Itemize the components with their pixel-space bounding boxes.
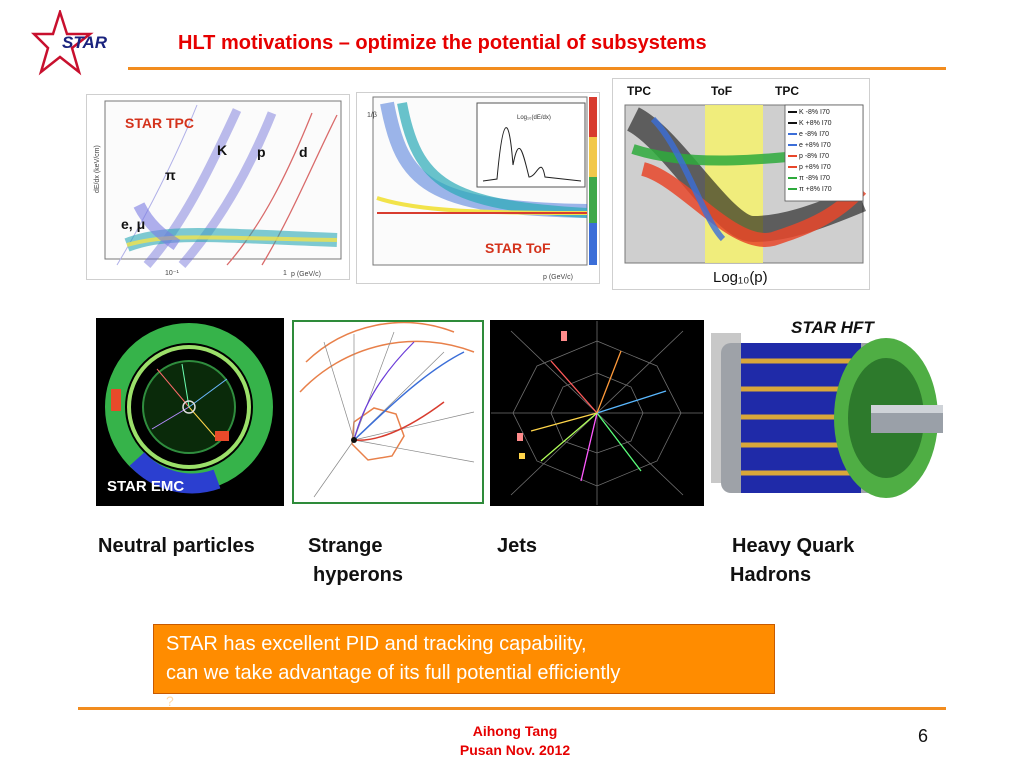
tof-ylabel: 1/β — [367, 112, 377, 119]
legend-item: π -8% I70 — [799, 175, 830, 182]
caption-strange-line2: hyperons — [313, 564, 404, 586]
region-tof: ToF — [711, 84, 732, 98]
hft-detector-render: STAR HFT — [710, 312, 944, 510]
callout-line-3: ? — [166, 693, 174, 709]
tpc-label-p: p — [257, 144, 266, 160]
legend-item: p -8% I70 — [799, 153, 829, 160]
caption-heavy-line2: Hadrons — [730, 564, 812, 586]
caption-jets: Jets — [497, 535, 538, 557]
tpc-dedx-plot: STAR TPC K p d π e, μ dE/dx (keV/cm) p (… — [86, 94, 350, 280]
callout-line-1: STAR has excellent PID and tracking capa… — [166, 633, 587, 655]
tpc-label-d: d — [299, 144, 308, 160]
footer-event: Pusan Nov. 2012 — [459, 742, 571, 758]
tpc-ylabel: dE/dx (keV/cm) — [94, 145, 101, 193]
footer: Aihong Tang Pusan Nov. 2012 — [420, 722, 610, 760]
tof-beta-plot: Log₁₀(dE/dx) STAR ToF 1/β p (GeV/c) — [356, 92, 600, 284]
tpc-label-pi: π — [165, 167, 176, 183]
legend-item: e +8% I70 — [799, 142, 831, 149]
callout-box: STAR has excellent PID and tracking capa… — [153, 624, 775, 694]
caption-heavy-line1: Heavy Quark — [732, 535, 855, 557]
legend-item: π +8% I70 — [799, 186, 832, 193]
tpc-xlabel: p (GeV/c) — [291, 271, 321, 278]
emc-label: STAR EMC — [107, 478, 184, 495]
legend-item: K +8% I70 — [799, 120, 832, 127]
tpc-title: STAR TPC — [125, 115, 194, 131]
caption-neutral-particles: Neutral particles — [98, 535, 255, 557]
footer-author: Aihong Tang — [472, 723, 558, 739]
page-number: 6 — [918, 726, 929, 746]
tpc-label-e-mu: e, μ — [121, 216, 145, 232]
region-tpc-left: TPC — [627, 84, 651, 98]
slide-title: HLT motivations – optimize the potential… — [178, 32, 707, 54]
emc-event-display: STAR EMC — [96, 318, 284, 506]
logo-text: STAR — [62, 33, 108, 52]
tof-inset-label: Log₁₀(dE/dx) — [517, 115, 551, 121]
legend-item: p +8% I70 — [799, 164, 831, 171]
star-logo: STAR — [30, 7, 120, 76]
region-tpc-right: TPC — [775, 84, 799, 98]
hyperon-event-display — [292, 320, 484, 504]
combined-xlabel: Log₁₀(p) — [713, 269, 768, 286]
tpc-xtick-2: 1 — [283, 270, 287, 277]
footer-rule — [78, 707, 946, 710]
tof-xlabel: p (GeV/c) — [543, 274, 573, 281]
callout-line-2: can we take advantage of its full potent… — [166, 662, 621, 684]
caption-strange-line1: Strange — [308, 535, 383, 557]
combined-pid-plot: TPC ToF TPC K -8% I70 K +8% I70 e -8% I7… — [612, 78, 870, 290]
tpc-xtick-1: 10⁻¹ — [165, 270, 179, 277]
tof-title: STAR ToF — [485, 240, 551, 256]
title-rule — [128, 67, 946, 70]
hft-label: STAR HFT — [791, 318, 875, 337]
tpc-label-k: K — [217, 142, 227, 158]
legend-item: K -8% I70 — [799, 109, 830, 116]
legend-item: e -8% I70 — [799, 131, 829, 138]
jets-event-display — [490, 320, 704, 506]
